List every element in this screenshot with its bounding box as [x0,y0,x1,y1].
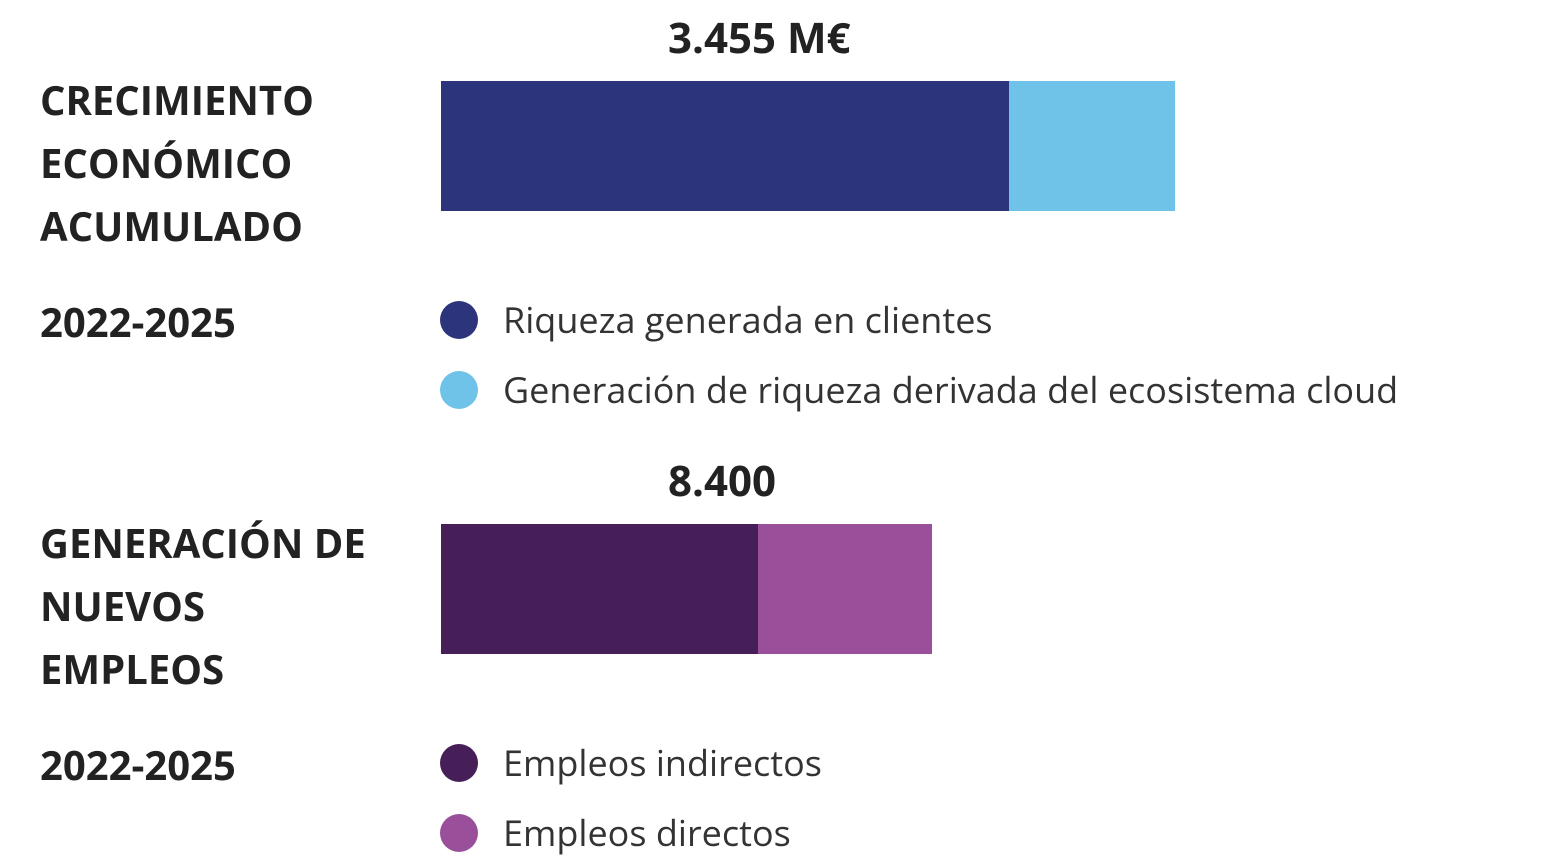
legend-label: Empleos indirectos [503,738,822,787]
chart-title: GENERACIÓN DE NUEVOS EMPLEOS [40,515,366,696]
legend-marker [440,301,478,339]
total-label: 3.455 M€ [668,9,851,66]
bar-segment [757,524,932,654]
legend-label: Riqueza generada en clientes [503,295,993,344]
subtitle: 2022-2025 [40,294,236,349]
total-label: 8.400 [668,452,777,509]
legend-marker [440,371,478,409]
legend-marker [440,744,478,782]
bar-segment [441,81,1010,211]
subtitle: 2022-2025 [40,737,236,792]
legend-label: Generación de riqueza derivada del ecosi… [503,365,1399,414]
bar-segment [441,524,758,654]
bar-segment [1009,81,1175,211]
legend-label: Empleos directos [503,808,791,857]
chart-title: CRECIMIENTO ECONÓMICO ACUMULADO [40,72,314,253]
legend-marker [440,814,478,852]
